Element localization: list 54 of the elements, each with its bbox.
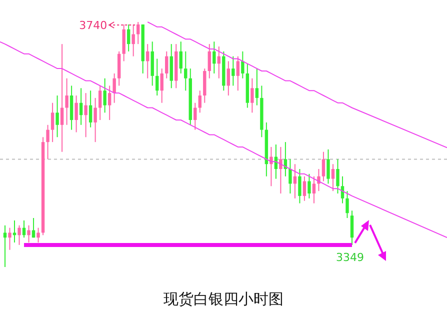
candlestick bbox=[56, 95, 59, 138]
candlestick bbox=[103, 78, 106, 114]
candlestick bbox=[36, 227, 40, 243]
candlestick bbox=[288, 158, 292, 194]
candlestick bbox=[184, 50, 188, 92]
candlestick bbox=[98, 85, 102, 120]
candlestick bbox=[236, 56, 240, 92]
candlestick bbox=[350, 210, 354, 246]
annotation: 3740 bbox=[79, 19, 108, 32]
candlestick bbox=[208, 44, 211, 79]
candlestick bbox=[84, 92, 88, 138]
candlestick bbox=[346, 190, 349, 218]
candlestick bbox=[132, 24, 135, 57]
candlestick bbox=[226, 60, 230, 96]
candlestick bbox=[160, 68, 164, 104]
candlestick bbox=[8, 227, 12, 250]
candlestick bbox=[27, 224, 30, 243]
candlestick bbox=[165, 50, 168, 79]
candlestick bbox=[156, 58, 159, 96]
candlestick bbox=[241, 50, 244, 79]
candlestick bbox=[46, 124, 50, 160]
candlestick bbox=[198, 90, 202, 114]
candlestick bbox=[302, 176, 306, 202]
candlestick bbox=[322, 151, 326, 182]
candlestick bbox=[331, 164, 335, 192]
candlestick bbox=[3, 224, 7, 268]
candlestick bbox=[279, 146, 282, 194]
candlestick bbox=[88, 90, 92, 128]
candlestick bbox=[336, 158, 340, 194]
candlestick bbox=[50, 102, 54, 143]
candlestick bbox=[79, 88, 83, 126]
candlestick bbox=[250, 78, 254, 114]
candlestick bbox=[326, 148, 330, 184]
candlestick bbox=[298, 168, 302, 204]
candlestick bbox=[60, 44, 64, 152]
text: 现货白银四小时图 bbox=[164, 290, 284, 308]
candlestick bbox=[74, 95, 78, 133]
candlestick bbox=[112, 72, 116, 104]
candlestick bbox=[136, 22, 140, 45]
candlestick bbox=[212, 41, 216, 74]
candlestick bbox=[12, 220, 16, 243]
candlestick bbox=[146, 44, 150, 79]
candlestick bbox=[255, 68, 259, 106]
candlestick bbox=[308, 173, 311, 199]
candlestick bbox=[312, 176, 316, 204]
candlestick bbox=[108, 85, 112, 120]
candlestick bbox=[126, 24, 130, 52]
annotation: 3349 bbox=[336, 250, 364, 264]
candlestick bbox=[179, 41, 182, 74]
candlestick bbox=[232, 56, 235, 86]
candlestick bbox=[194, 102, 197, 130]
candlestick bbox=[18, 224, 21, 246]
candlestick bbox=[94, 97, 97, 143]
candlestick bbox=[65, 78, 68, 126]
